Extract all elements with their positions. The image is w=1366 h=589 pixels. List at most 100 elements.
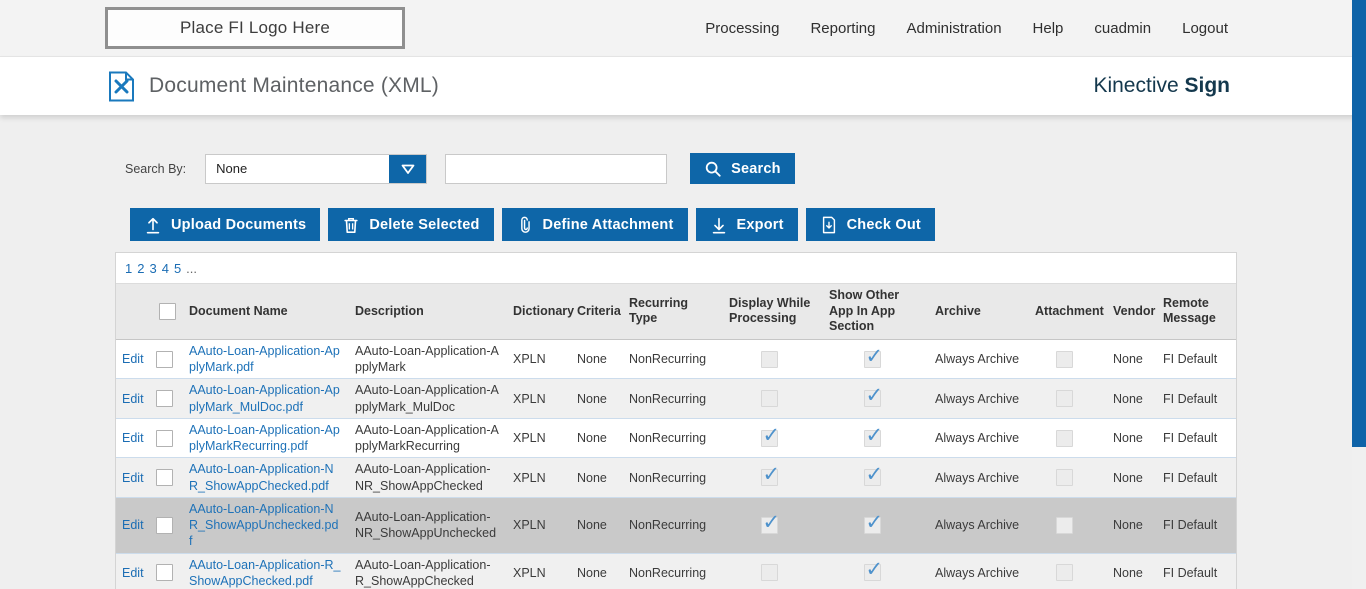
brand-name: Kinective <box>1093 74 1185 97</box>
export-button[interactable]: Export <box>695 208 798 241</box>
nav-reporting[interactable]: Reporting <box>810 19 876 37</box>
table-row: Edit AAuto-Loan-Application-ApplyMarkRec… <box>116 418 1236 459</box>
select-all-header-cell <box>151 299 181 324</box>
row-select-checkbox[interactable] <box>155 390 173 408</box>
attachment-checkbox[interactable] <box>1055 469 1073 487</box>
row-select-checkbox[interactable] <box>155 469 173 487</box>
edit-link[interactable]: Edit <box>122 431 144 445</box>
page-link-1[interactable]: 1 <box>125 260 133 276</box>
attachment-checkbox[interactable] <box>1055 516 1073 534</box>
nav-help[interactable]: Help <box>1032 19 1064 37</box>
display-while-processing-checkbox[interactable] <box>760 422 780 449</box>
table-row: Edit AAuto-Loan-Application-NR_ShowAppUn… <box>116 497 1236 554</box>
document-name-link[interactable]: AAuto-Loan-Application-R_ShowAppChecked.… <box>189 557 341 588</box>
attachment-checkbox[interactable] <box>1055 429 1073 447</box>
show-other-app-checkbox[interactable] <box>863 422 883 449</box>
select-all-checkbox[interactable] <box>159 302 176 320</box>
nav-processing[interactable]: Processing <box>705 19 780 37</box>
recurring-type-cell: NonRecurring <box>629 352 707 366</box>
show-other-app-checkbox[interactable] <box>863 461 883 489</box>
check-out-button[interactable]: Check Out <box>805 208 935 241</box>
upload-icon <box>144 216 162 234</box>
document-name-link[interactable]: AAuto-Loan-Application-ApplyMark_MulDoc.… <box>189 383 340 414</box>
define-attachment-button[interactable]: Define Attachment <box>501 208 688 241</box>
table-row: Edit AAuto-Loan-Application-NR_ShowAppCh… <box>116 458 1236 498</box>
chevron-down-icon <box>400 162 416 176</box>
description-cell: AAuto-Loan-Application-NR_ShowAppChecked <box>355 462 491 493</box>
page-link-4[interactable]: 4 <box>161 260 169 276</box>
row-select-checkbox[interactable] <box>155 429 173 447</box>
vendor-cell: None <box>1113 391 1143 406</box>
row-select-checkbox[interactable] <box>155 350 173 368</box>
vertical-scrollbar[interactable] <box>1352 0 1366 589</box>
attachment-checkbox[interactable] <box>1055 350 1073 368</box>
checkout-document-icon <box>820 216 838 234</box>
edit-column-header <box>116 307 151 315</box>
criteria-cell: None <box>577 391 607 406</box>
description-header: Description <box>355 303 424 318</box>
paperclip-icon <box>516 216 534 234</box>
search-row: Search By: None Search <box>125 153 1366 184</box>
vendor-cell: None <box>1113 518 1143 533</box>
recurring-type-cell: NonRecurring <box>629 565 707 580</box>
search-input[interactable] <box>445 153 668 184</box>
document-name-link[interactable]: AAuto-Loan-Application-ApplyMark.pdf <box>189 343 340 375</box>
nav-administration[interactable]: Administration <box>906 19 1002 37</box>
search-by-label: Search By: <box>125 161 187 176</box>
edit-link[interactable]: Edit <box>122 565 144 580</box>
display-while-processing-checkbox[interactable] <box>760 509 780 536</box>
row-select-checkbox[interactable] <box>155 516 173 534</box>
display-while-processing-checkbox[interactable] <box>760 461 780 489</box>
document-name-header: Document Name <box>189 303 288 318</box>
archive-cell: Always Archive <box>935 470 1020 485</box>
fi-logo-placeholder: Place FI Logo Here <box>105 7 405 49</box>
page-title: Document Maintenance (XML) <box>149 74 439 97</box>
attachment-checkbox[interactable] <box>1055 564 1073 582</box>
show-other-app-checkbox[interactable] <box>863 343 883 370</box>
attachment-header: Attachment <box>1035 303 1104 318</box>
recurring-type-cell: NonRecurring <box>629 518 707 533</box>
description-cell: AAuto-Loan-Application-ApplyMarkRecurrin… <box>355 422 499 454</box>
page-link-5[interactable]: 5 <box>173 260 182 276</box>
remote-message-cell: FI Default <box>1163 352 1218 366</box>
toolbar: Upload Documents Delete Selected Define … <box>130 208 1366 241</box>
criteria-cell: None <box>577 470 607 485</box>
archive-cell: Always Archive <box>935 431 1020 445</box>
nav-logout[interactable]: Logout <box>1182 19 1228 37</box>
delete-selected-button[interactable]: Delete Selected <box>328 208 494 241</box>
display-while-processing-checkbox[interactable] <box>760 350 778 368</box>
display-while-processing-checkbox[interactable] <box>760 564 778 582</box>
row-select-checkbox[interactable] <box>155 564 173 582</box>
recurring-type-header: Recurring Type <box>629 295 689 326</box>
top-bar: Place FI Logo Here Processing Reporting … <box>0 0 1366 57</box>
dropdown-arrow-button[interactable] <box>389 154 427 183</box>
description-cell: AAuto-Loan-Application-ApplyMark_MulDoc <box>355 383 499 414</box>
upload-documents-button[interactable]: Upload Documents <box>130 208 321 241</box>
document-name-link[interactable]: AAuto-Loan-Application-NR_ShowAppUncheck… <box>189 501 339 549</box>
attachment-checkbox[interactable] <box>1055 390 1073 408</box>
search-button[interactable]: Search <box>690 153 795 184</box>
scrollbar-thumb[interactable] <box>1352 0 1366 447</box>
show-other-app-checkbox[interactable] <box>863 556 883 584</box>
document-name-link[interactable]: AAuto-Loan-Application-NR_ShowAppChecked… <box>189 462 334 493</box>
edit-link[interactable]: Edit <box>122 391 144 406</box>
remote-message-cell: FI Default <box>1163 518 1218 533</box>
edit-link[interactable]: Edit <box>122 470 144 485</box>
vendor-cell: None <box>1113 431 1143 445</box>
show-other-app-checkbox[interactable] <box>863 382 883 410</box>
search-by-dropdown[interactable]: None <box>205 153 428 184</box>
document-name-link[interactable]: AAuto-Loan-Application-ApplyMarkRecurrin… <box>189 422 340 454</box>
edit-link[interactable]: Edit <box>122 518 144 533</box>
document-maintenance-icon <box>108 71 135 102</box>
edit-link[interactable]: Edit <box>122 352 144 366</box>
description-cell: AAuto-Loan-Application-R_ShowAppChecked <box>355 557 491 588</box>
nav-username[interactable]: cuadmin <box>1094 19 1152 37</box>
display-while-processing-checkbox[interactable] <box>760 390 778 408</box>
page-link-3[interactable]: 3 <box>149 260 157 276</box>
show-other-app-checkbox[interactable] <box>863 509 883 536</box>
check-out-label: Check Out <box>846 216 921 233</box>
remote-message-cell: FI Default <box>1163 431 1218 445</box>
fi-logo-text: Place FI Logo Here <box>179 18 331 37</box>
pagination-ellipsis[interactable]: ... <box>186 260 198 276</box>
page-link-2[interactable]: 2 <box>137 260 145 276</box>
